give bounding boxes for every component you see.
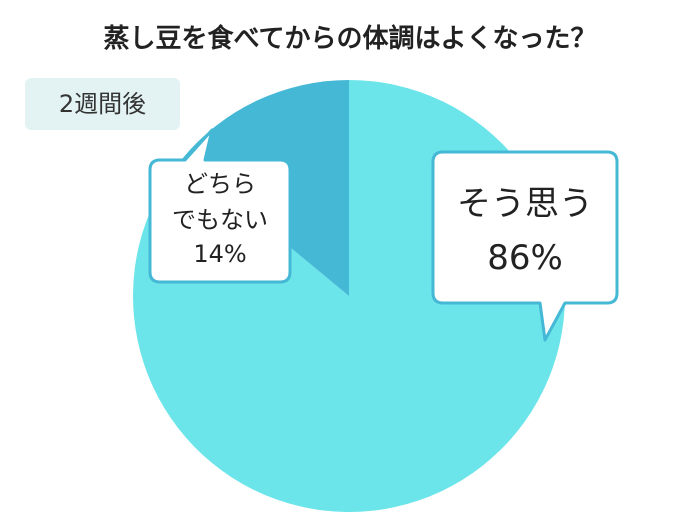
slice-label: そう思う xyxy=(457,184,593,224)
value-label: 14% xyxy=(193,240,247,268)
subtitle: 2週間後 xyxy=(25,78,180,130)
chart-title: 蒸し豆を食べてからの体調はよくなった？ xyxy=(103,24,597,54)
label-bubble xyxy=(431,150,619,342)
value-label: 86% xyxy=(487,238,563,278)
slice-label: どちら でもない xyxy=(172,170,268,234)
label-bubble xyxy=(148,128,292,284)
